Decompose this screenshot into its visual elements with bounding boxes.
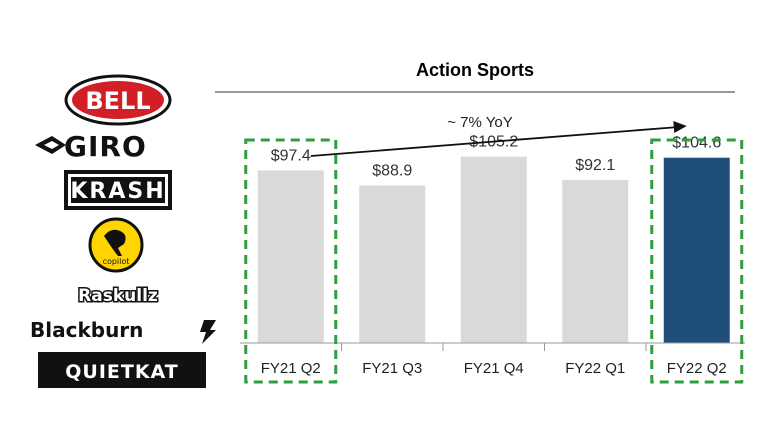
- yoy-arrowhead: [673, 121, 687, 134]
- blackburn-logo-text: Blackburn: [30, 318, 143, 342]
- yoy-annotation-text: ~ 7% YoY: [447, 114, 512, 131]
- yoy-arrow-line: [310, 126, 679, 157]
- x-tick-label: FY22 Q1: [565, 360, 625, 377]
- raskullz-logo-text: Raskullz: [78, 286, 158, 306]
- bar-fy22-q1: [562, 179, 629, 343]
- bell-logo: BELL: [64, 74, 172, 126]
- chart-title: Action Sports: [416, 60, 534, 80]
- bar-fy22-q2: [663, 157, 730, 343]
- bar-value-label: $88.9: [372, 163, 412, 180]
- copilot-logo-text: copilot: [103, 257, 130, 266]
- bar-fy21-q3: [359, 185, 426, 343]
- bars-group: $97.4$88.9$105.2$92.1$104.6: [257, 134, 730, 343]
- x-tick-group: FY21 Q2 FY21 Q3 FY21 Q4 FY22 Q1 FY22 Q2: [261, 343, 727, 377]
- copilot-logo: copilot: [88, 217, 144, 273]
- bell-logo-text: BELL: [85, 87, 150, 115]
- giro-logo: GIRO: [35, 130, 147, 163]
- brand-logos-graphic: BELL GIRO KRASH copilot Raskullz Blackbu…: [30, 74, 216, 388]
- highlight-box: [244, 138, 338, 384]
- yoy-annotation: ~ 7% YoY: [310, 114, 687, 157]
- highlight-boxes: [244, 138, 744, 384]
- brand-logos: BELL GIRO KRASH copilot Raskullz Blackbu…: [0, 0, 230, 418]
- x-tick-label: FY21 Q2: [261, 360, 321, 377]
- krash-logo: KRASH: [64, 170, 172, 210]
- raskullz-logo: Raskullz: [77, 285, 160, 308]
- x-tick-label: FY21 Q3: [362, 360, 422, 377]
- highlight-box: [650, 138, 744, 384]
- bar-value-label: $92.1: [575, 157, 615, 174]
- blackburn-logo: Blackburn: [30, 318, 216, 344]
- bar-fy21-q4: [460, 156, 527, 343]
- bar-value-label: $104.6: [672, 135, 721, 152]
- giro-logo-text: GIRO: [64, 130, 147, 163]
- x-tick-label: FY21 Q4: [464, 360, 524, 377]
- quietkat-logo: QUIETKAT: [38, 352, 206, 388]
- x-tick-label: FY22 Q2: [667, 360, 727, 377]
- bar-fy21-q2: [257, 170, 324, 343]
- quietkat-logo-text: QUIETKAT: [65, 361, 179, 383]
- krash-logo-text: KRASH: [70, 179, 165, 204]
- bar-value-label: $97.4: [271, 147, 311, 164]
